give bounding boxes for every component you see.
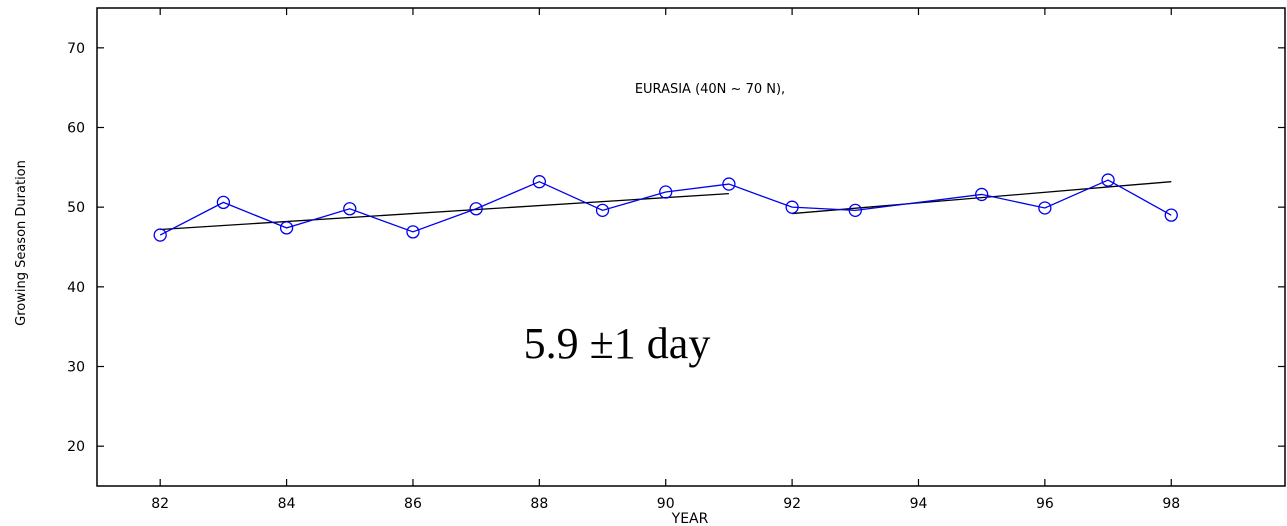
x-tick-label: 86 (404, 496, 422, 512)
x-tick-label: 82 (151, 496, 169, 512)
series-line (159, 179, 1172, 236)
data-point (1038, 201, 1052, 215)
data-point (1164, 208, 1178, 222)
y-tick-label: 20 (67, 439, 85, 455)
x-axis-label: YEAR (671, 511, 709, 526)
x-tick-label: 90 (657, 496, 675, 512)
x-tick-label: 96 (1036, 496, 1054, 512)
data-point (343, 202, 357, 216)
plot-frame (96, 7, 1286, 487)
data-point (279, 221, 294, 235)
data-point (406, 225, 420, 239)
data-point (532, 175, 546, 189)
data-point (722, 177, 736, 191)
data-point (659, 185, 673, 199)
data-point (975, 187, 989, 202)
y-tick-label: 70 (67, 41, 85, 57)
trend-lines (160, 181, 1172, 231)
axis-ticks (97, 8, 1285, 486)
y-axis-label: Growing Season Duration (14, 160, 29, 326)
annotation-text: 5.9 ±1 day (524, 319, 711, 368)
chart-title: EURASIA (40N ~ 70 N), (635, 82, 785, 97)
x-tick-label: 84 (278, 496, 296, 512)
trend-line (792, 181, 1172, 215)
y-tick-label: 60 (67, 121, 85, 137)
x-tick-label: 98 (1162, 496, 1180, 512)
trend-line (160, 192, 729, 231)
x-tick-label: 88 (530, 496, 548, 512)
data-series (153, 173, 1178, 242)
y-tick-label: 30 (67, 360, 85, 376)
data-point (785, 200, 799, 214)
data-point (153, 228, 167, 242)
y-tick-label: 50 (67, 200, 85, 216)
data-point (595, 203, 610, 218)
data-point (216, 195, 231, 210)
axis-tick-labels: 82 84 86 88 90 92 94 96 98 20 30 40 50 60 70 (67, 41, 1180, 512)
y-tick-label: 40 (67, 280, 85, 296)
x-tick-label: 92 (783, 496, 801, 512)
x-tick-label: 94 (910, 496, 928, 512)
data-point (1101, 173, 1115, 187)
data-point (469, 202, 483, 216)
data-point (848, 203, 862, 218)
